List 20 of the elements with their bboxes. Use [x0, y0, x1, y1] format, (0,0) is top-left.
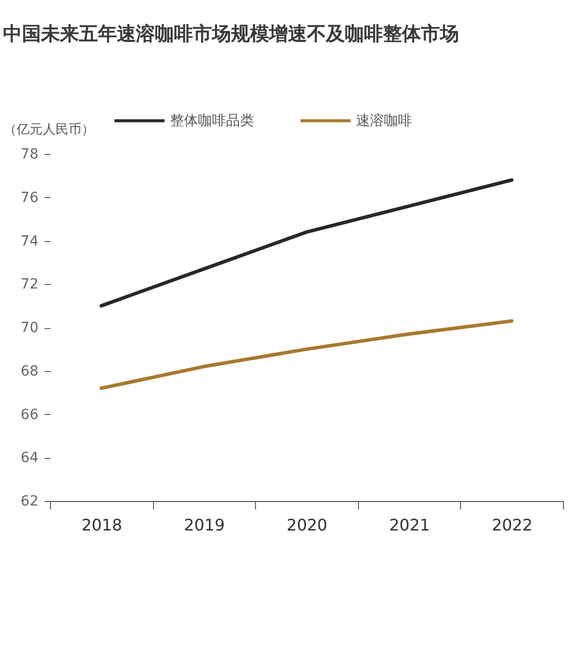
legend-label: 速溶咖啡	[356, 112, 412, 129]
legend-label: 整体咖啡品类	[170, 112, 254, 129]
y-axis-title: （亿元人民币）	[4, 122, 94, 138]
y-tick-label: 66	[20, 406, 39, 423]
x-tick-label: 2019	[184, 516, 225, 534]
x-tick-label: 2020	[286, 516, 328, 534]
line-series	[100, 178, 514, 308]
line-series	[100, 319, 514, 390]
y-tick-label: 74	[20, 233, 39, 250]
x-tick-label: 2022	[492, 516, 533, 534]
y-tick-label: 72	[20, 276, 38, 293]
y-tick-label: 64	[20, 450, 39, 466]
y-tick-label: 76	[20, 190, 39, 206]
y-tick-label: 78	[20, 146, 38, 162]
y-tick-label: 70	[20, 320, 38, 336]
y-tick-label: 68	[20, 363, 38, 380]
chart-title: 中国未来五年速溶咖啡市场规模增速不及咖啡整体市场	[3, 23, 459, 45]
y-tick-label: 62	[20, 494, 38, 510]
x-tick-label: 2021	[389, 516, 430, 534]
x-tick-label: 2018	[81, 516, 122, 534]
